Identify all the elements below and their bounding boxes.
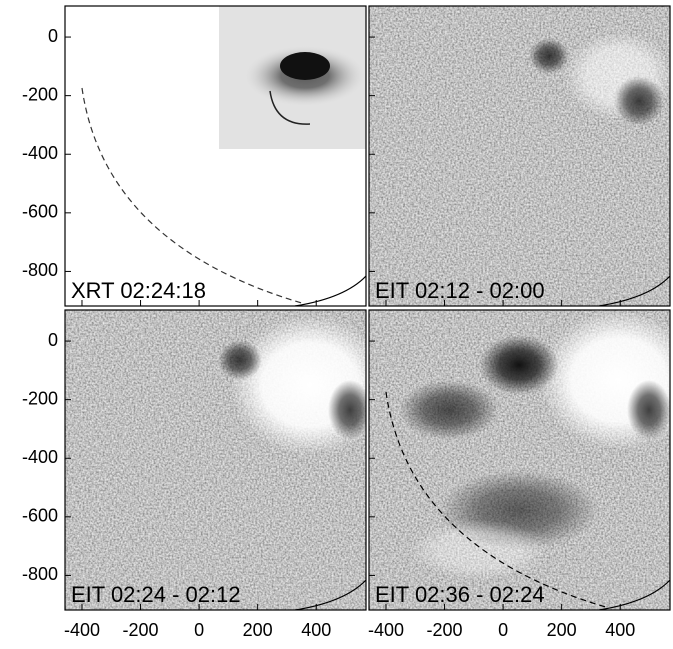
x-tick-label: 0: [498, 620, 508, 640]
y-tick-label: -400: [22, 447, 58, 467]
x-tick-label: -400: [64, 620, 100, 640]
figure: XRT 02:24:18 EIT 02:12 - 02:00 EIT 02:24 -…: [0, 0, 673, 644]
x-tick-label: -400: [368, 620, 404, 640]
panel-label: XRT 02:24:18: [71, 278, 206, 303]
panel-image: [369, 310, 673, 610]
panel-image: [65, 6, 366, 306]
y-tick-label: -800: [22, 260, 58, 280]
x-tick-label: 200: [243, 620, 273, 640]
y-tick-label: -600: [22, 202, 58, 222]
y-tick-label: -400: [22, 143, 58, 163]
y-tick-label: 0: [48, 26, 58, 46]
page: XRT 02:24:18 EIT 02:12 - 02:00 EIT 02:24 -…: [0, 0, 673, 649]
x-tick-label: 200: [547, 620, 577, 640]
y-tick-label: 0: [48, 330, 58, 350]
y-tick-label: -200: [22, 388, 58, 408]
x-tick-label: -200: [427, 620, 463, 640]
panel-image: [369, 6, 673, 306]
x-tick-label: 400: [605, 620, 635, 640]
x-tick-label: 400: [301, 620, 331, 640]
y-tick-label: -600: [22, 506, 58, 526]
panel-label: EIT 02:36 - 02:24: [375, 582, 545, 607]
x-tick-label: -200: [123, 620, 159, 640]
panel-label: EIT 02:24 - 02:12: [71, 582, 241, 607]
x-tick-label: 0: [194, 620, 204, 640]
panel-label: EIT 02:12 - 02:00: [375, 278, 545, 303]
y-tick-label: -800: [22, 564, 58, 584]
panel-image: [65, 310, 390, 610]
y-tick-label: -200: [22, 84, 58, 104]
